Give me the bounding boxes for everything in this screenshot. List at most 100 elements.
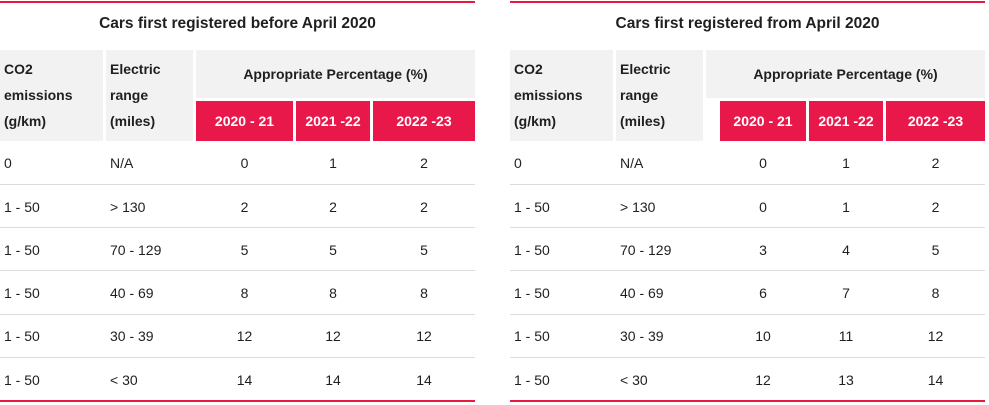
cell-value-2020-21: 0 — [759, 199, 767, 215]
row-divider — [510, 184, 985, 185]
header-range-line: range — [620, 87, 659, 103]
header-co2-line: emissions — [4, 87, 73, 103]
cell-value-2022-23: 8 — [420, 285, 428, 301]
cell-value-2020-21: 3 — [759, 242, 767, 258]
cell-value-2021-22: 7 — [842, 285, 850, 301]
row-divider — [0, 270, 475, 271]
cell-value-2021-22: 2 — [329, 199, 337, 215]
header-range-line: Electric — [110, 61, 161, 77]
cell-value-2020-21: 2 — [240, 199, 249, 215]
cell-value-2021-22: 5 — [329, 242, 337, 258]
panel-title: Cars first registered from April 2020 — [615, 15, 880, 32]
year-header-2020-21: 2020 - 21 — [196, 101, 293, 141]
cell-co2: 1 - 50 — [4, 199, 40, 215]
row-divider — [0, 227, 475, 228]
cell-co2: 0 — [4, 155, 12, 171]
table-panel-from-april-2020: Cars first registered from April 2020 CO… — [510, 0, 985, 405]
cell-value-2020-21: 12 — [755, 372, 771, 388]
row-divider — [0, 357, 475, 358]
top-accent-rule — [0, 1, 475, 3]
cell-range: N/A — [620, 155, 644, 171]
year-header-2022-23: 2022 -23 — [373, 101, 475, 141]
cell-value-2020-21: 0 — [759, 155, 767, 171]
year-header-2020-21: 2020 - 21 — [720, 101, 806, 141]
cell-value-2021-22: 1 — [842, 155, 850, 171]
year-header-2021-22: 2021 -22 — [809, 101, 883, 141]
cell-value-2021-22: 8 — [329, 285, 337, 301]
cell-range: < 30 — [620, 372, 648, 388]
cell-value-2020-21: 12 — [236, 328, 253, 344]
header-appropriate-percentage: Appropriate Percentage (%) — [706, 50, 985, 98]
cell-co2: 1 - 50 — [514, 372, 550, 388]
header-electric-range: Electric range (miles) — [616, 50, 703, 141]
bottom-accent-rule — [510, 400, 985, 402]
cell-range: N/A — [110, 155, 134, 171]
header-co2-emissions: CO2 emissions (g/km) — [0, 50, 103, 141]
cell-value-2022-23: 14 — [927, 372, 944, 388]
cell-value-2020-21: 8 — [240, 285, 249, 301]
header-percentage-label: Appropriate Percentage (%) — [243, 66, 428, 82]
cell-co2: 1 - 50 — [514, 199, 550, 215]
header-appropriate-percentage: Appropriate Percentage (%) — [196, 50, 475, 98]
header-range-line: Electric — [620, 61, 671, 77]
header-co2-line: CO2 — [4, 61, 33, 77]
cell-value-2021-22: 11 — [838, 328, 854, 344]
cell-range: 30 - 39 — [620, 328, 664, 344]
cell-co2: 1 - 50 — [514, 285, 550, 301]
cell-value-2022-23: 12 — [416, 328, 432, 344]
cell-range: 70 - 129 — [110, 242, 162, 258]
cell-value-2021-22: 1 — [842, 199, 850, 215]
cell-value-2022-23: 2 — [420, 199, 428, 215]
header-co2-line: (g/km) — [514, 113, 556, 129]
cell-value-2021-22: 14 — [325, 372, 341, 388]
header-co2-emissions: CO2 emissions (g/km) — [510, 50, 613, 141]
cell-value-2022-23: 14 — [416, 372, 432, 388]
header-electric-range: Electric range (miles) — [106, 50, 193, 141]
cell-value-2020-21: 5 — [240, 242, 249, 258]
year-header-2022-23: 2022 -23 — [886, 101, 985, 141]
cell-co2: 1 - 50 — [4, 285, 40, 301]
cell-value-2020-21: 10 — [755, 328, 771, 344]
cell-co2: 1 - 50 — [4, 372, 40, 388]
header-percentage-label: Appropriate Percentage (%) — [753, 66, 938, 82]
cell-value-2022-23: 2 — [931, 199, 940, 215]
cell-value-2020-21: 14 — [236, 372, 253, 388]
cell-value-2021-22: 12 — [325, 328, 341, 344]
cell-range: 40 - 69 — [620, 285, 664, 301]
row-divider — [510, 357, 985, 358]
row-divider — [510, 314, 985, 315]
cell-value-2021-22: 13 — [838, 372, 854, 388]
panel-title: Cars first registered before April 2020 — [99, 15, 376, 32]
cell-value-2020-21: 0 — [240, 155, 249, 171]
cell-co2: 1 - 50 — [514, 328, 550, 344]
cell-range: > 130 — [110, 199, 146, 215]
cell-value-2022-23: 5 — [931, 242, 940, 258]
bottom-accent-rule — [0, 400, 475, 402]
header-range-line: range — [110, 87, 149, 103]
cell-co2: 1 - 50 — [4, 242, 40, 258]
cell-value-2020-21: 6 — [759, 285, 767, 301]
header-co2-line: emissions — [514, 87, 583, 103]
top-accent-rule — [510, 1, 985, 3]
header-range-line: (miles) — [620, 113, 666, 129]
row-divider — [510, 270, 985, 271]
header-co2-line: (g/km) — [4, 113, 46, 129]
cell-range: < 30 — [110, 372, 138, 388]
header-range-line: (miles) — [110, 113, 156, 129]
cell-value-2022-23: 2 — [420, 155, 428, 171]
cell-range: 40 - 69 — [110, 285, 154, 301]
cell-range: 70 - 129 — [620, 242, 672, 258]
cell-co2: 1 - 50 — [4, 328, 40, 344]
cell-co2: 1 - 50 — [514, 242, 550, 258]
row-divider — [510, 227, 985, 228]
cell-value-2021-22: 4 — [842, 242, 850, 258]
cell-value-2022-23: 5 — [420, 242, 428, 258]
row-divider — [0, 184, 475, 185]
cell-value-2022-23: 12 — [927, 328, 944, 344]
cell-value-2022-23: 8 — [931, 285, 940, 301]
year-header-2021-22: 2021 -22 — [296, 101, 370, 141]
row-divider — [0, 314, 475, 315]
cell-value-2022-23: 2 — [931, 155, 940, 171]
cell-co2: 0 — [514, 155, 522, 171]
header-co2-line: CO2 — [514, 61, 543, 77]
